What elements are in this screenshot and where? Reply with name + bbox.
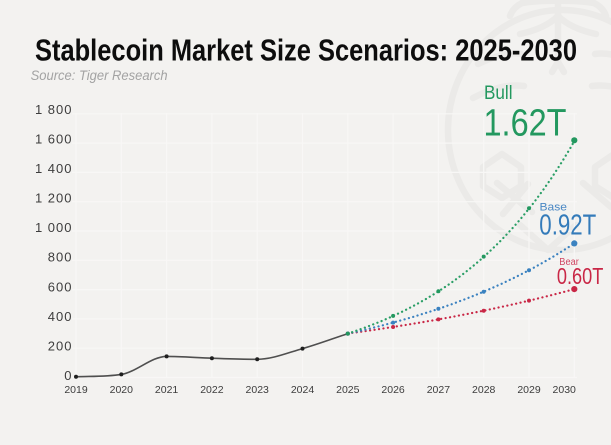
svg-text:Stablecoin Market Size Scenari: Stablecoin Market Size Scenarios: 2025-2… bbox=[35, 33, 577, 68]
svg-text:1 400: 1 400 bbox=[35, 161, 73, 176]
svg-text:600: 600 bbox=[48, 279, 73, 294]
svg-text:Bull: Bull bbox=[484, 83, 513, 104]
svg-text:0.92T: 0.92T bbox=[539, 210, 596, 242]
svg-text:1 000: 1 000 bbox=[35, 220, 73, 235]
svg-text:2028: 2028 bbox=[472, 384, 496, 396]
svg-text:0.60T: 0.60T bbox=[557, 263, 604, 289]
svg-text:2024: 2024 bbox=[291, 384, 315, 396]
svg-text:2026: 2026 bbox=[381, 384, 405, 396]
svg-text:1 800: 1 800 bbox=[35, 102, 73, 117]
svg-text:2020: 2020 bbox=[110, 384, 134, 396]
svg-text:2025: 2025 bbox=[336, 384, 360, 396]
svg-text:2021: 2021 bbox=[155, 384, 179, 396]
svg-text:200: 200 bbox=[48, 338, 73, 353]
svg-text:Source: Tiger Research: Source: Tiger Research bbox=[31, 68, 168, 83]
svg-text:1 200: 1 200 bbox=[35, 191, 73, 206]
svg-text:2019: 2019 bbox=[64, 384, 88, 396]
svg-text:2023: 2023 bbox=[246, 384, 270, 396]
svg-text:0: 0 bbox=[64, 368, 72, 383]
svg-text:2022: 2022 bbox=[200, 384, 224, 396]
svg-text:2030: 2030 bbox=[553, 384, 577, 396]
svg-text:Base: Base bbox=[540, 202, 568, 214]
svg-text:800: 800 bbox=[48, 250, 73, 265]
svg-text:Bear: Bear bbox=[559, 257, 579, 268]
svg-text:1.62T: 1.62T bbox=[484, 103, 567, 145]
svg-text:400: 400 bbox=[48, 309, 73, 324]
svg-text:2029: 2029 bbox=[517, 384, 541, 396]
svg-text:2027: 2027 bbox=[427, 384, 451, 396]
svg-text:1 600: 1 600 bbox=[35, 132, 73, 147]
